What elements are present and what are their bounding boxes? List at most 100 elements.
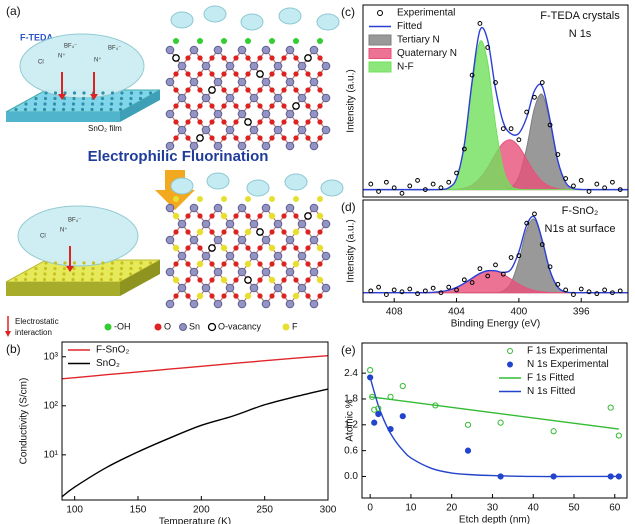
sn-atom: [165, 203, 175, 213]
sn-atom: [177, 251, 187, 261]
o-atom: [281, 245, 287, 251]
sn-atom: [261, 267, 271, 277]
film-atom: [62, 266, 67, 271]
sn-atom: [321, 219, 331, 229]
data-point: [399, 190, 405, 196]
sn-atom: [225, 283, 235, 293]
sn-atom: [321, 283, 331, 293]
film-atom: [53, 261, 58, 265]
o-atom: [281, 277, 287, 283]
legend-label: Fitted: [397, 21, 422, 32]
data-point: [407, 183, 413, 189]
film-atom: [90, 272, 95, 276]
o-atom: [305, 103, 311, 109]
o-atom: [269, 229, 275, 235]
sn-atom: [237, 109, 247, 119]
o-atom: [281, 213, 287, 219]
sn-atom: [285, 141, 295, 151]
sn-atom: [201, 61, 211, 71]
data-point: [430, 181, 436, 187]
film-atom: [44, 91, 48, 95]
o-atom: [221, 55, 227, 61]
o-atom: [173, 103, 179, 109]
chart: Intensity (a.u.) (c) F-TEDA crystals N 1s Ex…: [341, 4, 629, 198]
data-point: [497, 419, 504, 426]
film-atom: [129, 261, 134, 265]
film-atom: [100, 102, 104, 106]
o-atom: [173, 229, 179, 235]
o-atom: [209, 293, 215, 299]
molecule-label: BF₄⁻: [68, 218, 81, 224]
film-atom: [129, 266, 133, 271]
data-point: [454, 287, 459, 293]
film-atom: [128, 272, 133, 276]
sn-atom: [309, 45, 319, 55]
f-atom: [221, 196, 227, 202]
data-point: [375, 410, 382, 418]
sn-atom: [261, 235, 271, 245]
chart: 100 150 200 250 300 10¹ 10² 10³ Temperature (K) C…: [6, 341, 337, 524]
sn-atom: [249, 251, 259, 261]
x-tick-label: 40: [528, 503, 540, 514]
o-atom: [185, 55, 191, 61]
sn-atom: [201, 219, 211, 229]
o-atom: [185, 71, 191, 77]
sn-atom: [297, 283, 307, 293]
data-point: [367, 374, 374, 381]
o-atom: [257, 261, 263, 267]
x-tick-label: 50: [568, 503, 580, 514]
x-tick-label: 408: [386, 307, 403, 318]
bubble: [203, 5, 227, 23]
o-atom: [233, 229, 239, 235]
y-tick-label: 1.2: [344, 419, 358, 430]
data-point: [477, 266, 483, 272]
molecule-label: Cl: [40, 234, 46, 240]
sn-atom: [249, 283, 259, 293]
data-point: [617, 187, 623, 193]
o-atom: [257, 55, 263, 61]
f-atom: [172, 212, 180, 220]
panel-label: (a): [6, 4, 21, 18]
film-atom: [33, 107, 37, 112]
legend-label: F 1s Experimental: [527, 346, 608, 357]
series-line: [61, 388, 329, 498]
sn-atom: [165, 267, 175, 277]
panel-label: (d): [341, 200, 356, 214]
sn-atom: [201, 283, 211, 293]
series-line: [61, 355, 329, 380]
data-point: [532, 211, 537, 217]
plot-frame: [361, 342, 628, 499]
interaction-arrow-head: [58, 94, 66, 100]
f-atom: [220, 244, 228, 252]
data-point: [477, 21, 483, 26]
o-atom: [197, 103, 203, 109]
data-point: [607, 473, 614, 480]
o-atom: [281, 71, 287, 77]
sn-atom: [273, 251, 283, 261]
film-atom: [62, 272, 66, 276]
data-point: [438, 185, 444, 191]
sn-atom: [309, 235, 319, 245]
y-tick-label: 0.0: [344, 471, 358, 482]
o-atom: [233, 103, 239, 109]
film-atom: [34, 96, 38, 101]
data-point: [571, 292, 576, 297]
film-atom: [52, 277, 56, 282]
film-atom: [110, 261, 115, 265]
film-atom: [91, 266, 95, 271]
sn-atom: [225, 125, 235, 135]
o-atom: [233, 261, 239, 267]
data-point: [438, 290, 444, 296]
data-point: [594, 181, 600, 187]
sn-atom: [297, 251, 307, 261]
f-atom: [292, 228, 300, 236]
film-atom: [100, 96, 105, 101]
bubble: [170, 177, 194, 195]
film-atom: [148, 91, 153, 95]
o-atom: [173, 87, 179, 93]
o-atom: [233, 293, 239, 299]
o-atom: [221, 103, 227, 109]
o-vacancy: [208, 244, 216, 252]
data-point: [516, 253, 522, 259]
